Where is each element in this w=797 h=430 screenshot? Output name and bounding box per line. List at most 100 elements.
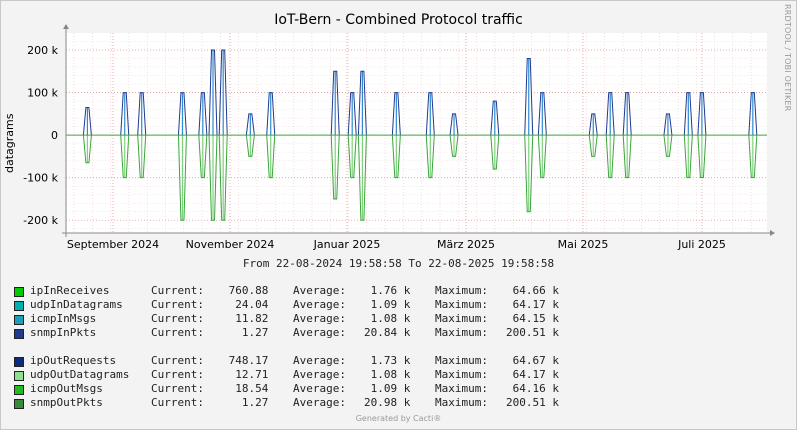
legend-current-value: 12.71: [222, 368, 269, 381]
inbound-series-line: [449, 113, 459, 136]
legend-current-value: 748.17: [222, 354, 269, 367]
legend-current-label: Current:: [151, 368, 204, 381]
inbound-series-line: [748, 92, 758, 136]
outbound-series-line: [490, 135, 500, 170]
legend-maximum-value: 64.15 k: [506, 312, 559, 325]
y-tick-label: -200 k: [23, 214, 58, 227]
y-tick-label: 100 k: [27, 87, 58, 100]
chart-title: IoT-Bern - Combined Protocol traffic: [274, 12, 523, 28]
inbound-series-line: [588, 113, 598, 136]
inbound-series-line: [490, 100, 500, 136]
legend-series-name: udpOutDatagrams: [30, 368, 130, 381]
inbound-series-line: [357, 70, 367, 136]
legend-maximum-value: 64.17 k: [506, 298, 559, 311]
outbound-series-line: [266, 135, 276, 179]
legend-average-value: 1.76 k: [364, 284, 411, 297]
outbound-series-line: [347, 135, 357, 179]
legend-average-value: 20.84 k: [364, 326, 411, 339]
legend-average-label: Average:: [293, 354, 346, 367]
legend-average-value: 1.09 k: [364, 298, 411, 311]
legend-current-label: Current:: [151, 354, 204, 367]
outbound-series-line: [449, 135, 459, 157]
legend-average-label: Average:: [293, 284, 346, 297]
legend-maximum-value: 64.67 k: [506, 354, 559, 367]
legend-current-label: Current:: [151, 326, 204, 339]
inbound-series-line: [198, 92, 208, 136]
inbound-series-line: [697, 92, 707, 136]
outbound-series-line: [622, 135, 632, 179]
legend-average-value: 1.08 k: [364, 312, 411, 325]
inbound-series-line: [218, 49, 228, 136]
inbound-series-line: [330, 70, 340, 136]
x-tick-label: November 2024: [186, 238, 275, 251]
outbound-series-line: [120, 135, 130, 179]
legend-maximum-label: Maximum:: [435, 312, 488, 325]
x-tick-label: September 2024: [67, 238, 159, 251]
legend-current-label: Current:: [151, 284, 204, 297]
legend-series-name: snmpInPkts: [30, 326, 97, 339]
outbound-series-line: [357, 135, 367, 221]
outbound-series-line: [425, 135, 435, 179]
outbound-series-line: [208, 135, 218, 221]
legend-series-name: icmpInMsgs: [30, 312, 97, 325]
legend-current-label: Current:: [151, 382, 204, 395]
legend-maximum-value: 64.17 k: [506, 368, 559, 381]
inbound-series-line: [537, 92, 547, 136]
inbound-series-line: [605, 92, 615, 136]
chart-svg: September 2024 November 2024 Januar 2025 Mä…: [23, 24, 775, 251]
inbound-series-line: [683, 92, 693, 136]
legend-maximum-value: 64.66 k: [506, 284, 559, 297]
legend-maximum-label: Maximum:: [435, 382, 488, 395]
x-tick-label: März 2025: [437, 238, 495, 251]
legend-current-value: 760.88: [222, 284, 269, 297]
legend-swatch: [14, 371, 24, 381]
legend-maximum-label: Maximum:: [435, 298, 488, 311]
y-tick-label: 0: [51, 129, 58, 142]
legend-average-value: 1.73 k: [364, 354, 411, 367]
legend-average-label: Average:: [293, 396, 346, 409]
outbound-series-line: [177, 135, 187, 221]
outbound-series-line: [82, 135, 92, 164]
legend-maximum-label: Maximum:: [435, 354, 488, 367]
inbound-series-line: [177, 92, 187, 136]
x-tick-label: Mai 2025: [558, 238, 609, 251]
legend-average-value: 20.98 k: [364, 396, 411, 409]
legend-maximum-value: 200.51 k: [506, 396, 559, 409]
inbound-series-line: [524, 58, 534, 136]
legend-current-value: 11.82: [222, 312, 269, 325]
legend-current-label: Current:: [151, 298, 204, 311]
legend-current-value: 24.04: [222, 298, 269, 311]
footer-generated-by: Generated by Cacti®: [355, 414, 442, 423]
legend-current-value: 18.54: [222, 382, 269, 395]
outbound-series-line: [605, 135, 615, 179]
outbound-series-line: [524, 135, 534, 213]
legend-swatch: [14, 329, 24, 339]
inbound-series-line: [391, 92, 401, 136]
inbound-series-line: [266, 92, 276, 136]
legend-series-name: udpInDatagrams: [30, 298, 123, 311]
legend-maximum-label: Maximum:: [435, 284, 488, 297]
legend-series-name: ipInReceives: [30, 284, 110, 297]
outbound-series-line: [588, 135, 598, 157]
time-range: From 22-08-2024 19:58:58 To 22-08-2025 1…: [242, 257, 555, 270]
outbound-series-line: [218, 135, 228, 221]
outbound-series-line: [683, 135, 693, 179]
y-axis-arrow: [63, 24, 69, 29]
inbound-series-line: [245, 113, 255, 136]
legend-swatch: [14, 287, 24, 297]
x-tick-label: Januar 2025: [313, 238, 381, 251]
legend-current-value: 1.27: [222, 326, 269, 339]
outbound-series-line: [330, 135, 340, 200]
legend-series-name: icmpOutMsgs: [30, 382, 103, 395]
legend-current-label: Current:: [151, 312, 204, 325]
legend-maximum-label: Maximum:: [435, 326, 488, 339]
outbound-series-line: [245, 135, 255, 157]
inbound-series-line: [82, 106, 92, 136]
rrdtool-credit: RRDTOOL / TOBI OETIKER: [783, 4, 792, 112]
inbound-series-line: [208, 49, 218, 136]
legend-series-name: ipOutRequests: [30, 354, 117, 367]
legend-current-value: 1.27: [222, 396, 269, 409]
legend-swatch: [14, 301, 24, 311]
inbound-series-line: [120, 92, 130, 136]
outbound-series-line: [748, 135, 758, 179]
